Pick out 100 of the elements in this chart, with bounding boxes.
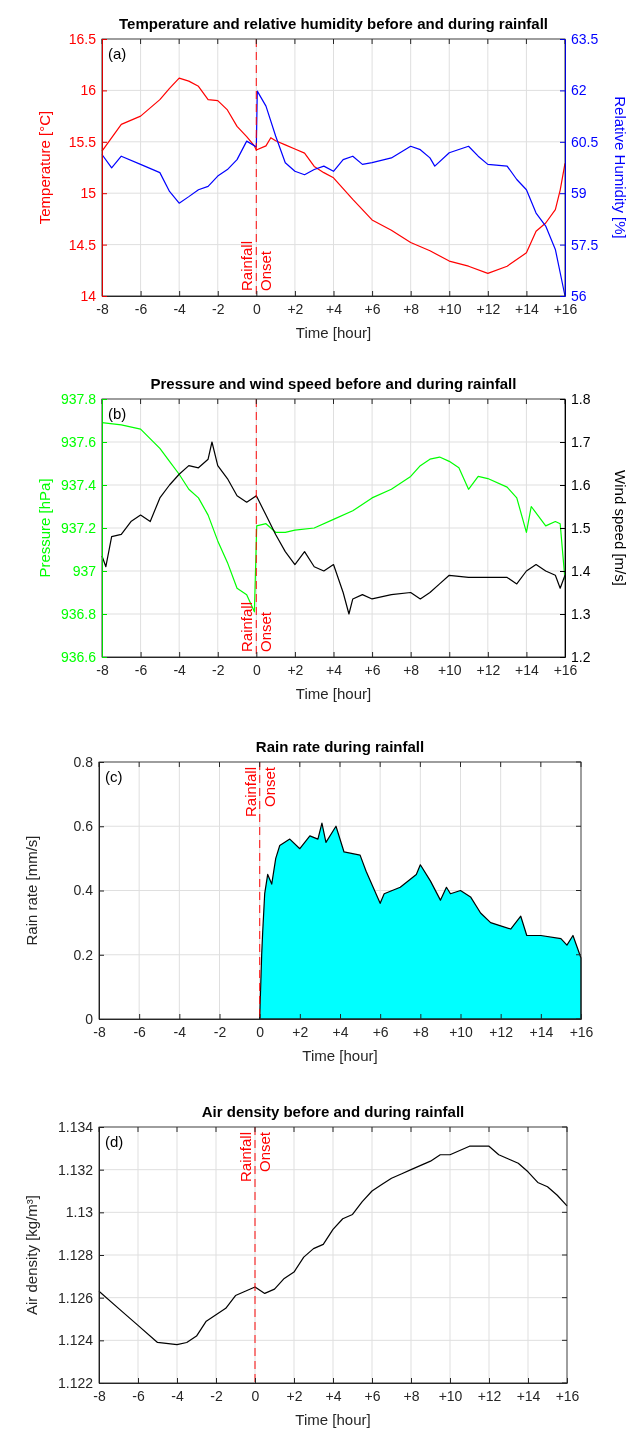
x-tick-label: +14: [515, 300, 539, 317]
x-tick-label: +12: [476, 661, 501, 678]
x-tick-label: +4: [332, 1023, 349, 1040]
y-tick-label: 937.2: [60, 519, 97, 536]
y-axis-title: Pressure [hPa]: [36, 478, 53, 578]
y2-tick-label: 1.6: [571, 476, 591, 493]
x-tick-label: +10: [438, 1387, 463, 1404]
x-tick-label: +10: [449, 1023, 474, 1040]
y-tick-label: 0.6: [73, 818, 94, 835]
x-tick-label: -2: [212, 300, 225, 317]
y2-tick-label: 1.4: [571, 562, 591, 579]
x-tick-label: +8: [412, 1023, 430, 1040]
y-tick-label: 15.5: [68, 133, 97, 150]
y-tick-label: 0.4: [73, 882, 94, 899]
x-tick-label: +14: [515, 661, 539, 678]
y-tick-label: 1.132: [57, 1161, 94, 1178]
y-tick-label: 0.2: [73, 946, 94, 963]
x-tick-label: -6: [133, 1023, 147, 1040]
x-tick-label: +8: [403, 300, 420, 317]
x-tick-label: +6: [364, 300, 381, 317]
x-axis-title: Time [hour]: [295, 1411, 371, 1428]
y-tick-label: 937: [72, 562, 97, 579]
x-tick-label: +12: [476, 300, 501, 317]
y-axis-title: Air density [kg/m³]: [23, 1194, 40, 1316]
y2-tick-label: 63.5: [571, 30, 599, 47]
y-tick-label: 16.5: [68, 30, 97, 47]
x-tick-label: +12: [489, 1023, 514, 1040]
y2-tick-label: 62: [571, 82, 587, 99]
x-tick-label: 0: [252, 300, 261, 317]
x-tick-label: -2: [213, 1023, 227, 1040]
annotation: (c): [105, 768, 123, 785]
x-tick-label: +6: [364, 661, 381, 678]
y-tick-label: 15: [80, 185, 97, 202]
x-tick-label: +2: [292, 1023, 309, 1040]
y-tick-label: 0: [85, 1010, 94, 1027]
annotation: (a): [108, 45, 127, 62]
x-tick-label: +8: [403, 661, 420, 678]
y2-tick-label: 60.5: [571, 133, 599, 150]
y-axis-title: Rain rate [mm/s]: [23, 835, 40, 946]
x-tick-label: -4: [173, 300, 187, 317]
annotation: (b): [108, 405, 127, 422]
x-tick-label: +12: [477, 1387, 502, 1404]
y2-axis-title: Wind speed [m/s]: [612, 470, 629, 586]
y-tick-label: 1.126: [57, 1289, 94, 1306]
x-tick-label: +16: [555, 1387, 580, 1404]
y-tick-label: 16: [80, 82, 97, 99]
x-tick-label: +10: [437, 661, 462, 678]
chart-title: Rain rate during rainfall: [255, 738, 425, 755]
x-tick-label: +6: [372, 1023, 389, 1040]
y2-tick-label: 1.7: [571, 433, 591, 450]
y2-tick-label: 1.5: [571, 519, 591, 536]
y-tick-label: 14.5: [68, 236, 97, 253]
x-tick-label: -8: [96, 661, 109, 678]
x-axis-title: Time [hour]: [302, 1047, 378, 1064]
ref-line-label: Rainfall Onset: [241, 766, 278, 818]
x-tick-label: -4: [171, 1387, 184, 1404]
x-tick-label: -8: [93, 1387, 106, 1404]
x-tick-label: -2: [212, 661, 225, 678]
x-tick-label: +4: [326, 661, 343, 678]
x-tick-label: +2: [287, 300, 304, 317]
y-tick-label: 936.8: [60, 605, 97, 622]
y-axis-title: Temperature [°C]: [36, 110, 53, 225]
x-tick-label: -4: [173, 1023, 187, 1040]
annotation: (d): [105, 1133, 124, 1150]
x-axis-title: Time [hour]: [295, 685, 372, 702]
chart-title: Pressure and wind speed before and during rainfall: [150, 375, 517, 392]
x-tick-label: -6: [134, 661, 148, 678]
x-tick-label: -4: [173, 661, 187, 678]
x-tick-label: -6: [134, 300, 148, 317]
y-tick-label: 937.4: [60, 476, 97, 493]
x-tick-label: +2: [287, 661, 304, 678]
y2-tick-label: 59: [571, 185, 587, 202]
ref-line-label: Rainfall Onset: [237, 1131, 273, 1183]
x-tick-label: +14: [516, 1387, 541, 1404]
y-tick-label: 937.8: [60, 390, 97, 407]
x-tick-label: 0: [252, 661, 261, 678]
x-tick-label: +4: [326, 300, 343, 317]
x-tick-label: -2: [210, 1387, 223, 1404]
ref-line-label: Rainfall Onset: [238, 240, 275, 291]
x-tick-label: +14: [529, 1023, 554, 1040]
x-tick-label: +10: [437, 300, 462, 317]
y-tick-label: 1.13: [65, 1204, 94, 1221]
y2-tick-label: 1.3: [571, 605, 591, 622]
y-tick-label: 1.124: [57, 1332, 94, 1349]
chart-title: Temperature and relative humidity before and during rainfall: [119, 15, 548, 32]
x-tick-label: +8: [403, 1387, 420, 1404]
x-tick-label: 0: [256, 1023, 265, 1040]
y-tick-label: 1.122: [57, 1374, 94, 1391]
y2-tick-label: 1.8: [571, 390, 591, 407]
x-tick-label: +6: [364, 1387, 381, 1404]
x-tick-label: +16: [569, 1023, 594, 1040]
y-tick-label: 1.128: [57, 1246, 94, 1263]
x-tick-label: +4: [325, 1387, 342, 1404]
x-axis-title: Time [hour]: [295, 324, 372, 341]
chart-title: Air density before and during rainfall: [201, 1103, 465, 1120]
ref-line-label: Rainfall Onset: [238, 601, 275, 652]
x-tick-label: -6: [132, 1387, 145, 1404]
x-tick-label: 0: [251, 1387, 260, 1404]
y-tick-label: 1.134: [57, 1118, 94, 1135]
x-tick-label: -8: [93, 1023, 106, 1040]
